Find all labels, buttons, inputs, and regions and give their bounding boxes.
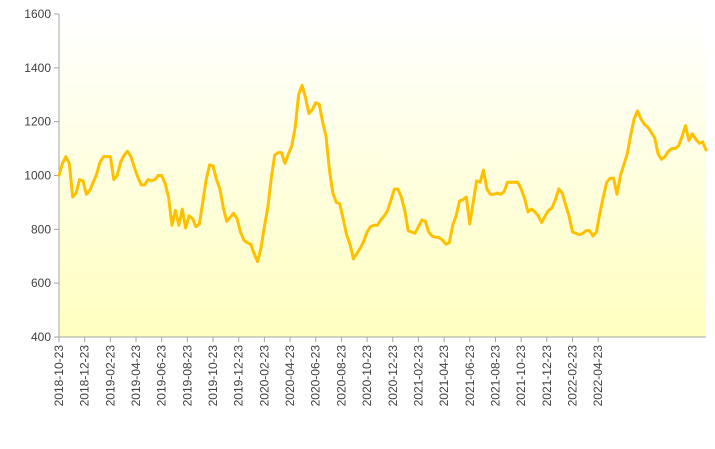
x-tick-label: 2021-10-23 (514, 345, 528, 407)
y-axis: 400 600 800 1000 1200 1400 1600 (24, 7, 60, 344)
x-tick-label: 2020-12-23 (386, 345, 400, 407)
x-tick-label: 2019-10-23 (206, 345, 220, 407)
x-tick-label: 2021-04-23 (437, 345, 451, 407)
series-layer (57, 83, 708, 264)
y-tick-label: 1600 (24, 7, 51, 21)
x-tick-label: 2020-08-23 (334, 345, 348, 407)
y-tick-label: 600 (31, 276, 51, 290)
x-tick-label: 2020-02-23 (257, 345, 271, 407)
x-tick-label: 2020-04-23 (283, 345, 297, 407)
x-tick-label: 2022-02-23 (565, 345, 579, 407)
x-tick-label: 2019-02-23 (103, 345, 117, 407)
y-tick-label: 1400 (24, 61, 51, 75)
x-tick-label: 2019-12-23 (232, 345, 246, 407)
y-tick-label: 800 (31, 222, 51, 236)
x-tick-label: 2019-04-23 (129, 345, 143, 407)
y-tick-label: 1200 (24, 115, 51, 129)
x-tick-label: 2018-12-23 (78, 345, 92, 407)
y-tick-label: 1000 (24, 169, 51, 183)
x-tick-label: 2019-06-23 (155, 345, 169, 407)
plot-area (59, 14, 706, 337)
x-tick-label: 2021-06-23 (463, 345, 477, 407)
x-tick-label: 2019-08-23 (180, 345, 194, 407)
x-axis: 2018-10-23 2018-12-23 2019-02-23 2019-04-23… (52, 336, 706, 407)
x-tick-label: 2020-06-23 (309, 345, 323, 407)
x-tick-label: 2021-08-23 (488, 345, 502, 407)
x-tick-label: 2018-10-23 (52, 345, 66, 407)
x-tick-label: 2020-10-23 (360, 345, 374, 407)
x-tick-label: 2022-04-23 (591, 345, 605, 407)
x-tick-label: 2021-02-23 (411, 345, 425, 407)
series-line (57, 83, 708, 264)
y-tick-label: 400 (31, 330, 51, 344)
x-tick-label: 2021-12-23 (540, 345, 554, 407)
